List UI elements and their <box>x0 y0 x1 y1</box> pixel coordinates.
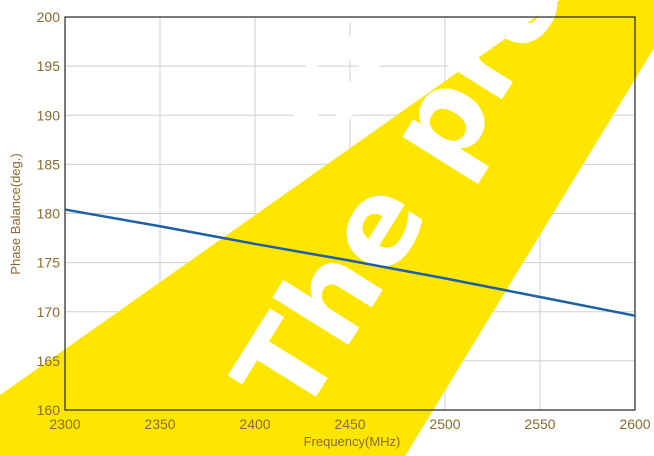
y-tick-label: 180 <box>37 206 61 222</box>
y-tick-label: 160 <box>37 402 61 418</box>
axes-layer <box>64 16 636 411</box>
y-tick-label: 200 <box>37 9 61 25</box>
y-axis-title: Phase Balance(deg.) <box>8 153 23 274</box>
x-tick-label: 2400 <box>239 416 270 432</box>
x-tick-label: 2450 <box>334 416 365 432</box>
y-tick-label: 195 <box>37 58 61 74</box>
y-tick-label: 190 <box>37 107 61 123</box>
x-tick-label: 2300 <box>49 416 80 432</box>
x-tick-label: 2350 <box>144 416 175 432</box>
y-tick-label: 175 <box>37 255 61 271</box>
plot-frame <box>64 16 636 411</box>
y-tick-label: 165 <box>37 353 61 369</box>
y-tick-label: 170 <box>37 304 61 320</box>
y-tick-label: 185 <box>37 156 61 172</box>
series-layer <box>64 208 636 317</box>
x-tick-label: 2500 <box>429 416 460 432</box>
x-tick-label: 2550 <box>524 416 555 432</box>
tick-labels: 2300 2350 2400 2450 2500 2550 2600 160 165 170 175… <box>37 9 651 432</box>
x-axis-title: Frequency(MHz) <box>304 434 401 449</box>
x-tick-label: 2600 <box>619 416 650 432</box>
